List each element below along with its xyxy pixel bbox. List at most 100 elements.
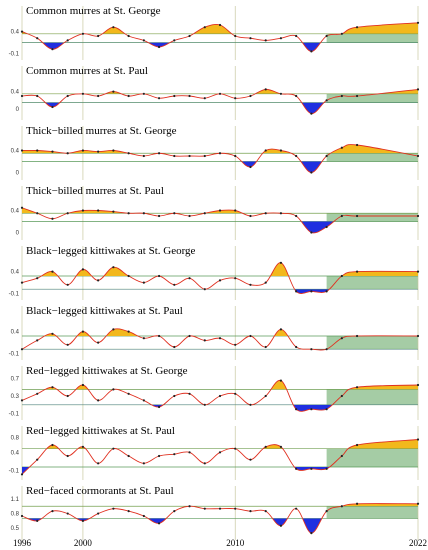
data-point <box>173 283 176 286</box>
data-point <box>203 339 206 342</box>
data-point <box>264 39 267 42</box>
data-point <box>279 212 283 215</box>
data-point <box>416 502 420 505</box>
data-point <box>173 154 176 158</box>
trend-line <box>21 380 419 412</box>
data-point <box>20 281 24 284</box>
data-point <box>36 458 39 461</box>
data-point <box>142 337 145 340</box>
data-point <box>234 277 237 280</box>
data-point <box>157 45 161 49</box>
data-point <box>203 462 206 465</box>
data-point <box>36 339 39 342</box>
data-point <box>355 334 359 338</box>
below-fill <box>22 467 418 475</box>
data-point <box>127 330 130 333</box>
panel-title: Common murres at St. George <box>26 5 161 17</box>
data-point <box>325 34 328 38</box>
data-point <box>355 214 359 218</box>
data-point <box>66 512 69 515</box>
y-tick-label: 0.7 <box>11 376 20 382</box>
panel-title: Black−legged kittiwakes at St. George <box>26 245 196 257</box>
data-point <box>340 94 343 98</box>
data-point <box>203 403 206 406</box>
data-point <box>112 266 115 269</box>
data-point <box>66 394 69 398</box>
data-point <box>142 462 145 465</box>
data-point <box>97 462 100 465</box>
data-point <box>20 473 24 476</box>
data-point <box>310 171 313 174</box>
data-point <box>36 392 39 395</box>
y-tick-label: 0.5 <box>11 526 20 532</box>
data-point <box>325 225 328 229</box>
data-point <box>127 454 130 458</box>
data-point <box>279 328 283 331</box>
recent-period-shade <box>326 276 418 290</box>
data-point <box>340 454 343 458</box>
data-point <box>36 212 39 215</box>
data-point <box>112 149 115 152</box>
panel-title: Common murres at St. Paul <box>26 65 148 77</box>
data-point <box>20 149 24 152</box>
data-point <box>310 112 313 115</box>
trend-line <box>21 503 419 534</box>
data-point <box>310 467 313 470</box>
panel-title: Red−faced cormorants at St. Paul <box>26 485 174 497</box>
data-point <box>310 408 313 411</box>
data-point <box>112 328 115 331</box>
data-point <box>325 290 328 293</box>
data-point <box>279 92 283 95</box>
data-point <box>188 34 191 38</box>
y-tick-label: 0.3 <box>11 394 20 400</box>
data-point <box>142 399 145 402</box>
data-point <box>157 405 161 409</box>
data-point <box>355 386 359 389</box>
data-point <box>188 451 191 454</box>
data-point <box>97 150 100 153</box>
y-tick-label: 1.1 <box>11 497 20 503</box>
data-point <box>355 270 359 273</box>
y-tick-label: 0.4 <box>11 330 20 336</box>
data-point <box>142 154 145 158</box>
data-point <box>295 345 298 349</box>
data-point <box>97 399 100 402</box>
data-point <box>157 274 161 278</box>
data-point <box>249 37 252 40</box>
y-tick-label: -0.1 <box>9 52 20 58</box>
data-point <box>188 505 191 508</box>
data-point <box>127 34 130 38</box>
data-point <box>66 212 69 215</box>
recent-period-shade <box>326 336 418 350</box>
data-point <box>51 150 54 153</box>
data-point <box>188 214 191 218</box>
x-tick-label: 2000 <box>74 538 93 548</box>
below-fill <box>22 221 418 233</box>
data-point <box>51 105 54 109</box>
recent-period-shade <box>326 389 418 405</box>
data-point <box>325 99 328 102</box>
data-point <box>203 97 206 100</box>
data-point <box>112 388 115 391</box>
data-point <box>173 345 176 349</box>
trend-line <box>21 439 419 475</box>
data-point <box>66 94 69 98</box>
data-point <box>66 39 69 42</box>
data-point <box>173 453 176 456</box>
data-point <box>218 394 222 398</box>
data-point <box>36 149 39 152</box>
above-fill <box>45 380 418 390</box>
data-point <box>295 290 298 293</box>
data-point <box>81 209 85 212</box>
data-point <box>234 154 237 158</box>
data-point <box>295 154 298 158</box>
data-point <box>355 443 359 447</box>
data-point <box>157 152 161 155</box>
data-point <box>97 34 100 38</box>
data-point <box>234 343 237 346</box>
data-point <box>325 348 328 351</box>
recent-period-shade <box>326 93 418 103</box>
panel-title: Red−legged kittiwakes at St. George <box>26 365 188 377</box>
data-point <box>203 288 206 291</box>
data-point <box>249 214 252 218</box>
